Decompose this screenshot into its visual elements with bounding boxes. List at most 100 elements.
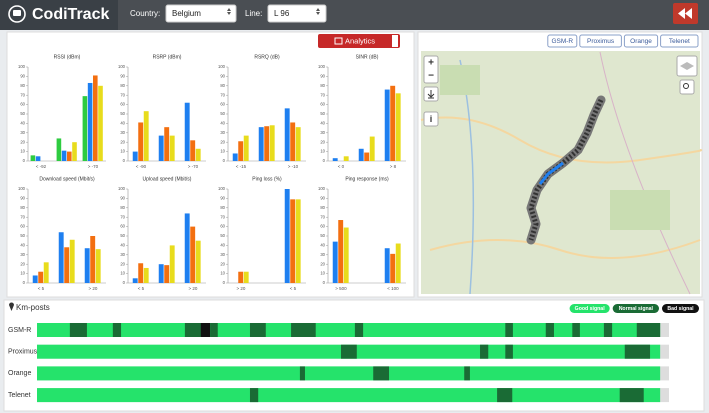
signal-segment	[545, 323, 554, 337]
y-tick-label: 0	[323, 280, 326, 285]
layer-button[interactable]	[579, 34, 622, 48]
search-icon	[683, 83, 689, 89]
y-tick-label: 80	[20, 83, 25, 88]
bar	[343, 156, 349, 161]
bar	[295, 127, 301, 161]
bar	[269, 125, 275, 161]
y-tick-label: 40	[220, 121, 225, 126]
signal-segment	[603, 323, 613, 337]
bar	[169, 135, 175, 161]
y-tick-label: 30	[120, 252, 125, 257]
y-tick-label: 20	[220, 139, 225, 144]
signal-segment	[112, 323, 122, 337]
bar	[95, 249, 101, 283]
layer-button[interactable]	[660, 34, 699, 48]
bar	[338, 220, 344, 283]
signal-segment	[624, 344, 651, 359]
signal-segment	[619, 388, 644, 403]
signal-segment	[464, 366, 470, 381]
signal-segment	[636, 323, 661, 337]
zoom-in[interactable]: +	[428, 58, 434, 69]
country-value[interactable]: Belgium	[172, 9, 201, 18]
x-tick-label: > -10	[288, 164, 299, 169]
y-tick-label: 0	[23, 280, 26, 285]
y-tick-label: 70	[120, 214, 125, 219]
legend-pill	[569, 304, 610, 313]
bar	[369, 136, 375, 161]
signal-segment	[249, 388, 259, 403]
zoom-out[interactable]: −	[428, 71, 434, 82]
layer-button-label[interactable]: Telenet	[669, 38, 690, 45]
y-tick-label: 10	[20, 271, 25, 276]
chart-title: RSSI (dBm)	[54, 54, 81, 60]
y-tick-label: 20	[120, 139, 125, 144]
y-tick-label: 20	[20, 261, 25, 266]
y-tick-label: 70	[320, 214, 325, 219]
layer-button-label[interactable]: Orange	[630, 38, 652, 45]
signal-segment	[572, 323, 580, 337]
bar	[132, 151, 138, 161]
layer-button[interactable]	[623, 34, 659, 48]
bar	[195, 240, 201, 283]
y-tick-label: 90	[220, 196, 225, 201]
km-title: Km-posts	[16, 303, 50, 312]
y-tick-label: 60	[20, 224, 25, 229]
bar	[364, 152, 370, 161]
bar	[93, 75, 98, 161]
line-select[interactable]	[267, 4, 327, 23]
bar	[290, 122, 296, 161]
layer-button[interactable]	[547, 34, 578, 48]
bar	[243, 135, 249, 161]
signal-segment	[249, 323, 266, 337]
search-button[interactable]	[679, 79, 695, 95]
chart-title: Ping response (ms)	[345, 176, 389, 182]
info-button[interactable]	[423, 111, 439, 127]
map-border	[599, 51, 691, 295]
signal-segment	[373, 366, 390, 381]
row-label: Proximus	[8, 349, 38, 356]
layer-button-label[interactable]: Proximus	[587, 38, 615, 45]
y-tick-label: 100	[318, 64, 326, 69]
x-tick-label: > 20	[189, 286, 198, 291]
layer-button-label[interactable]: GSM-R	[551, 38, 573, 45]
bar	[132, 278, 138, 283]
y-tick-label: 60	[220, 224, 225, 229]
y-tick-label: 90	[320, 196, 325, 201]
x-tick-label: < 5	[290, 286, 297, 291]
y-tick-label: 40	[220, 243, 225, 248]
info-label[interactable]: i	[430, 114, 433, 124]
y-tick-label: 0	[223, 280, 226, 285]
y-tick-label: 30	[20, 252, 25, 257]
bar	[164, 127, 170, 161]
bar	[190, 140, 196, 161]
bar	[90, 236, 96, 283]
y-tick-label: 60	[320, 102, 325, 107]
analytics-button-label[interactable]: Analytics	[345, 36, 375, 45]
x-tick-label: < 5	[38, 286, 45, 291]
bar	[98, 85, 103, 161]
y-tick-label: 40	[320, 243, 325, 248]
signal-segment	[291, 323, 316, 337]
chart-title: RSRP (dBm)	[153, 54, 182, 60]
y-tick-label: 30	[220, 252, 225, 257]
y-tick-label: 50	[220, 111, 225, 116]
y-tick-label: 70	[120, 92, 125, 97]
bar	[238, 141, 244, 161]
bar	[284, 108, 290, 161]
bar	[138, 263, 144, 283]
bar	[264, 126, 270, 161]
signal-segment	[497, 388, 513, 403]
country-select[interactable]	[165, 4, 237, 23]
x-tick-label: < 100	[387, 286, 399, 291]
y-tick-label: 30	[20, 130, 25, 135]
y-tick-label: 80	[20, 205, 25, 210]
chart-title: Download speed (Mbit/s)	[39, 176, 95, 182]
y-tick-label: 10	[220, 149, 225, 154]
y-tick-label: 40	[20, 121, 25, 126]
x-tick-label: > 20	[89, 286, 98, 291]
y-tick-label: 30	[220, 130, 225, 135]
y-tick-label: 70	[20, 92, 25, 97]
line-value[interactable]: L 96	[274, 9, 290, 18]
logo-icon	[13, 10, 21, 16]
